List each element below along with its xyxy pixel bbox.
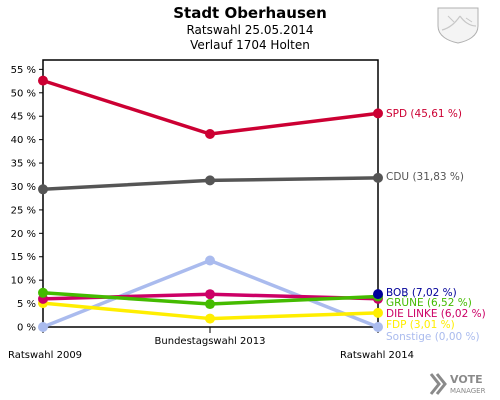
y-tick-label: 5 % bbox=[17, 299, 36, 310]
plot-frame bbox=[42, 59, 379, 328]
y-tick-label: 45 % bbox=[11, 112, 36, 123]
data-point bbox=[205, 289, 215, 300]
series-end-label: Sonstige (0,00 %) bbox=[386, 331, 480, 343]
series-end-label: GRÜNE (6,52 %) bbox=[386, 296, 472, 309]
chart-subtitle-district: Verlauf 1704 Holten bbox=[190, 38, 310, 52]
series-end-label: SPD (45,61 %) bbox=[386, 108, 462, 120]
y-tick-label: 20 % bbox=[11, 229, 36, 240]
y-tick-label: 55 % bbox=[11, 65, 36, 76]
logo-line2: MANAGER bbox=[450, 387, 486, 395]
data-point bbox=[38, 184, 48, 195]
data-point bbox=[373, 172, 383, 183]
logo-line1: VOTE bbox=[450, 373, 483, 386]
y-tick-label: 0 % bbox=[17, 323, 36, 334]
data-point bbox=[373, 322, 383, 332]
data-point bbox=[205, 175, 215, 186]
y-tick-label: 30 % bbox=[11, 182, 36, 193]
y-tick-label: 50 % bbox=[11, 88, 36, 99]
data-point bbox=[205, 129, 215, 140]
data-point bbox=[205, 299, 215, 310]
x-tick-label: Ratswahl 2009 bbox=[8, 350, 82, 361]
series-end-label: CDU (31,83 %) bbox=[386, 171, 464, 183]
series-end-label: FDP (3,01 %) bbox=[386, 319, 455, 331]
data-point bbox=[205, 313, 215, 324]
series-end-label: DIE LINKE (6,02 %) bbox=[386, 308, 486, 320]
y-tick-label: 40 % bbox=[11, 135, 36, 146]
x-tick-label: Ratswahl 2014 bbox=[340, 350, 414, 361]
y-tick-label: 10 % bbox=[11, 276, 36, 287]
data-point bbox=[373, 108, 383, 119]
series-end-label: BOB (7,02 %) bbox=[386, 287, 457, 299]
y-tick-label: 15 % bbox=[11, 252, 36, 263]
data-point bbox=[373, 307, 383, 318]
series-line bbox=[42, 78, 379, 136]
coat-of-arms-icon bbox=[437, 7, 479, 44]
x-tick-label: Bundestagswahl 2013 bbox=[155, 336, 266, 347]
data-point bbox=[38, 75, 48, 86]
data-point bbox=[38, 322, 48, 332]
data-point bbox=[38, 287, 48, 298]
chart-title: Stadt Oberhausen bbox=[173, 4, 327, 22]
y-tick-label: 35 % bbox=[11, 159, 36, 170]
chart-subtitle-election: Ratswahl 25.05.2014 bbox=[186, 23, 314, 37]
vote-manager-logo: VOTE MANAGER bbox=[429, 373, 486, 395]
data-point bbox=[205, 255, 215, 266]
y-tick-label: 25 % bbox=[11, 205, 36, 216]
data-point bbox=[373, 289, 383, 300]
